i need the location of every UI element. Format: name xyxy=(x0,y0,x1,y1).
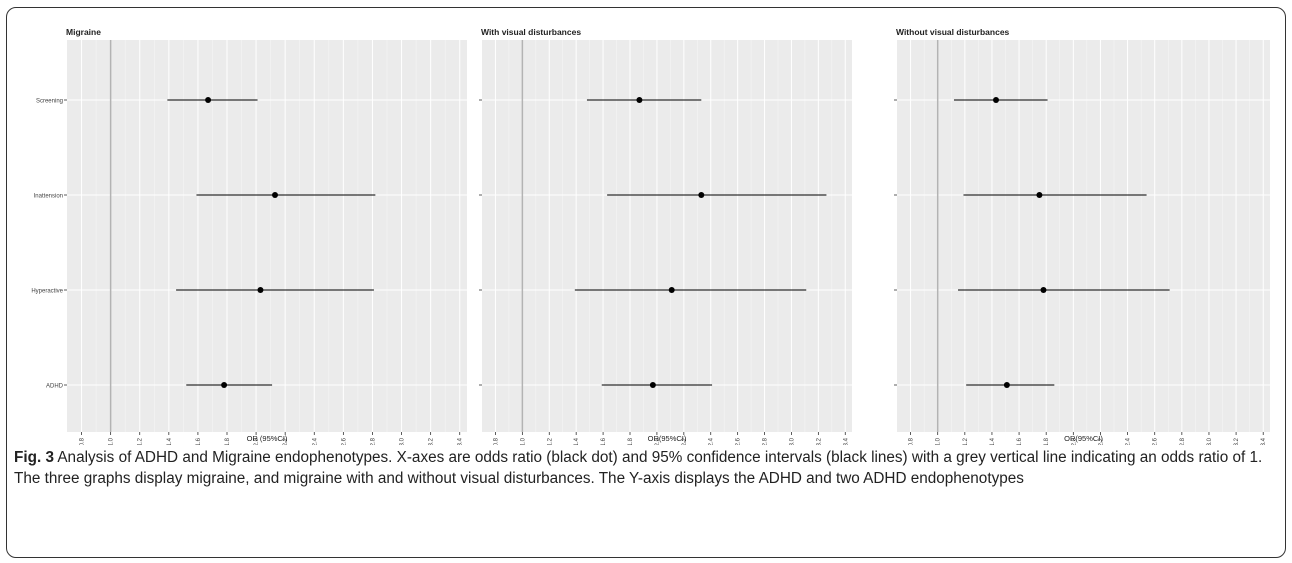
x-tick-label: 2.0 xyxy=(254,437,260,445)
panel-background xyxy=(897,40,1270,432)
x-tick-label: 3.2 xyxy=(816,437,822,445)
x-tick-label: 0.8 xyxy=(493,437,499,445)
x-tick-label: 3.4 xyxy=(843,437,849,445)
x-tick-label: 1.0 xyxy=(936,437,942,445)
x-tick-label: 1.0 xyxy=(520,437,526,445)
x-tick-label: 2.8 xyxy=(763,437,769,445)
x-tick-label: 1.8 xyxy=(225,437,231,445)
x-tick-label: 3.4 xyxy=(1261,437,1267,445)
panel-3: Without visual disturbances 0.8 1.0 1.2 1.4 1… xyxy=(894,27,1270,445)
or-point xyxy=(698,192,705,198)
x-tick-label: 3.2 xyxy=(1234,437,1240,445)
x-tick-label: 1.8 xyxy=(628,437,634,445)
or-point xyxy=(649,382,656,388)
panel-title: Migraine xyxy=(66,27,101,37)
x-tick-label: 2.0 xyxy=(1071,437,1077,445)
x-tick-label: 1.0 xyxy=(109,437,115,445)
x-axis-label: OR(95%CI) xyxy=(648,434,687,443)
y-tick-label: Screening xyxy=(36,99,63,105)
x-tick-label: 0.8 xyxy=(909,437,915,445)
or-point xyxy=(272,192,278,198)
or-point xyxy=(1003,382,1010,388)
x-tick-label: 2.2 xyxy=(682,437,688,445)
panel-title: Without visual disturbances xyxy=(896,27,1010,37)
x-tick-label: 1.2 xyxy=(138,437,144,445)
x-tick-label: 1.4 xyxy=(990,437,996,445)
y-tick-label: Inattension xyxy=(34,194,63,200)
x-tick-label: 1.8 xyxy=(1044,437,1050,445)
or-point xyxy=(205,97,212,103)
x-tick-label: 1.2 xyxy=(963,437,969,445)
panel-1: Migraine Screening Inattension Hyperactive A… xyxy=(31,27,467,445)
x-tick-label: 1.4 xyxy=(167,437,173,445)
or-point xyxy=(1036,192,1043,198)
x-tick-label: 0.8 xyxy=(80,437,86,445)
x-tick-label: 2.8 xyxy=(370,437,376,445)
x-tick-label: 2.4 xyxy=(312,437,318,445)
figure-caption: Fig. 3 Analysis of ADHD and Migraine end… xyxy=(14,447,1276,489)
x-tick-label: 1.6 xyxy=(601,437,607,445)
x-axis-label: OR(95%CI) xyxy=(1064,434,1103,443)
x-tick-label: 1.6 xyxy=(196,437,202,445)
or-point xyxy=(257,287,264,293)
x-tick-label: 3.0 xyxy=(400,437,406,445)
x-tick-label: 2.4 xyxy=(1126,437,1132,445)
panel-title: With visual disturbances xyxy=(481,27,581,37)
x-tick-label: 1.6 xyxy=(1017,437,1023,445)
or-point xyxy=(993,97,1000,103)
panel-background xyxy=(67,40,467,432)
or-point xyxy=(636,97,643,103)
forest-plots: Migraine Screening Inattension Hyperactive A… xyxy=(31,27,1270,445)
x-tick-label: 3.0 xyxy=(789,437,795,445)
panel-background xyxy=(482,40,852,432)
x-tick-label: 3.4 xyxy=(458,437,464,445)
x-tick-label: 3.0 xyxy=(1207,437,1213,445)
x-tick-label: 2.2 xyxy=(1098,437,1104,445)
y-tick-label: Hyperactive xyxy=(31,289,63,295)
x-tick-label: 1.2 xyxy=(547,437,553,445)
or-point xyxy=(221,382,228,388)
x-axis-label: OR (95%CI) xyxy=(247,434,288,443)
figure-caption-text: Analysis of ADHD and Migraine endophenot… xyxy=(14,449,1263,487)
x-tick-label: 3.2 xyxy=(429,437,435,445)
x-tick-label: 2.2 xyxy=(283,437,289,445)
y-tick-label: ADHD xyxy=(46,384,64,390)
x-tick-label: 2.8 xyxy=(1180,437,1186,445)
panel-2: With visual disturbances 0.8 1.0 1.2 1.4 1.6 1… xyxy=(479,27,852,445)
figure-label: Fig. 3 xyxy=(14,449,54,466)
or-point xyxy=(1040,287,1047,293)
x-tick-label: 2.4 xyxy=(709,437,715,445)
x-tick-label: 2.0 xyxy=(655,437,661,445)
x-tick-label: 2.6 xyxy=(736,437,742,445)
x-tick-label: 2.6 xyxy=(1153,437,1159,445)
or-point xyxy=(668,287,675,293)
x-tick-label: 1.4 xyxy=(574,437,580,445)
x-tick-label: 2.6 xyxy=(341,437,347,445)
